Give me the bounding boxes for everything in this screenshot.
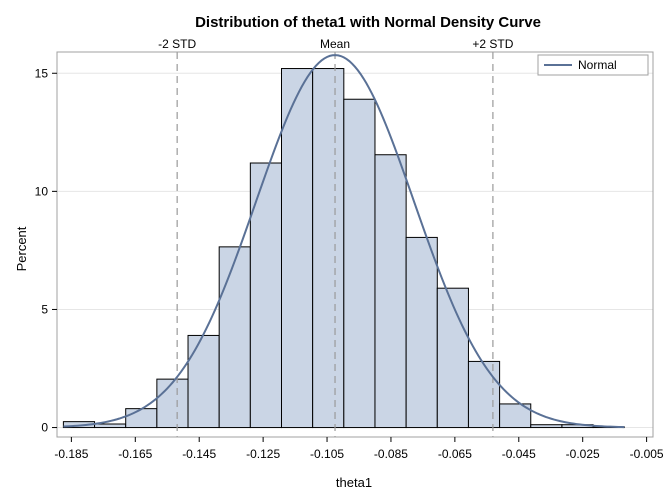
x-axis-label: theta1 bbox=[336, 475, 372, 490]
x-tick-label: -0.045 bbox=[502, 447, 536, 461]
legend: Normal bbox=[537, 54, 649, 76]
y-tick-label: 10 bbox=[35, 184, 49, 198]
x-tick-label: -0.165 bbox=[118, 447, 152, 461]
plot-frame bbox=[56, 51, 654, 438]
x-tick-label: -0.185 bbox=[54, 447, 88, 461]
legend-box bbox=[537, 54, 649, 76]
histogram-bar bbox=[312, 68, 345, 429]
histogram-bar bbox=[374, 154, 407, 429]
histogram-bar bbox=[436, 287, 469, 429]
y-axis-label: Percent bbox=[14, 226, 29, 271]
normal-density-curve bbox=[63, 54, 625, 429]
histogram-bar bbox=[530, 424, 563, 429]
histogram-bar bbox=[187, 334, 220, 429]
histogram-bar bbox=[156, 378, 189, 429]
y-tick-label: 15 bbox=[35, 66, 49, 80]
x-tick-label: -0.125 bbox=[246, 447, 280, 461]
reference-lines bbox=[176, 52, 494, 437]
x-tick-label: -0.025 bbox=[566, 447, 600, 461]
x-tick-label: -0.105 bbox=[310, 447, 344, 461]
axes: -0.185 -0.165 -0.145 -0.125 -0.105 -0.085 -0.0… bbox=[35, 66, 664, 461]
histogram-bar bbox=[405, 236, 438, 429]
histogram-bar bbox=[218, 246, 251, 429]
histogram-bars bbox=[62, 68, 625, 429]
normal-curve-layer bbox=[63, 54, 625, 429]
x-tick-label: -0.005 bbox=[630, 447, 664, 461]
x-tick-label: -0.065 bbox=[438, 447, 472, 461]
reference-line-label: Mean bbox=[320, 37, 350, 51]
histogram-bar bbox=[499, 403, 532, 429]
reference-line-label: -2 STD bbox=[158, 37, 196, 51]
histogram-bar bbox=[249, 162, 282, 429]
y-tick-label: 0 bbox=[41, 421, 48, 435]
x-tick-label: -0.085 bbox=[374, 447, 408, 461]
histogram-bar bbox=[125, 408, 158, 429]
x-tick-label: -0.145 bbox=[182, 447, 216, 461]
histogram-bar bbox=[343, 98, 376, 429]
legend-normal-label: Normal bbox=[578, 58, 617, 72]
histogram-bar bbox=[94, 423, 127, 429]
reference-line-label: +2 STD bbox=[472, 37, 513, 51]
reference-labels: -2 STD Mean +2 STD bbox=[158, 37, 514, 51]
chart-title: Distribution of theta1 with Normal Densi… bbox=[195, 14, 541, 31]
histogram-bar bbox=[467, 360, 501, 429]
y-tick-label: 5 bbox=[41, 302, 48, 316]
